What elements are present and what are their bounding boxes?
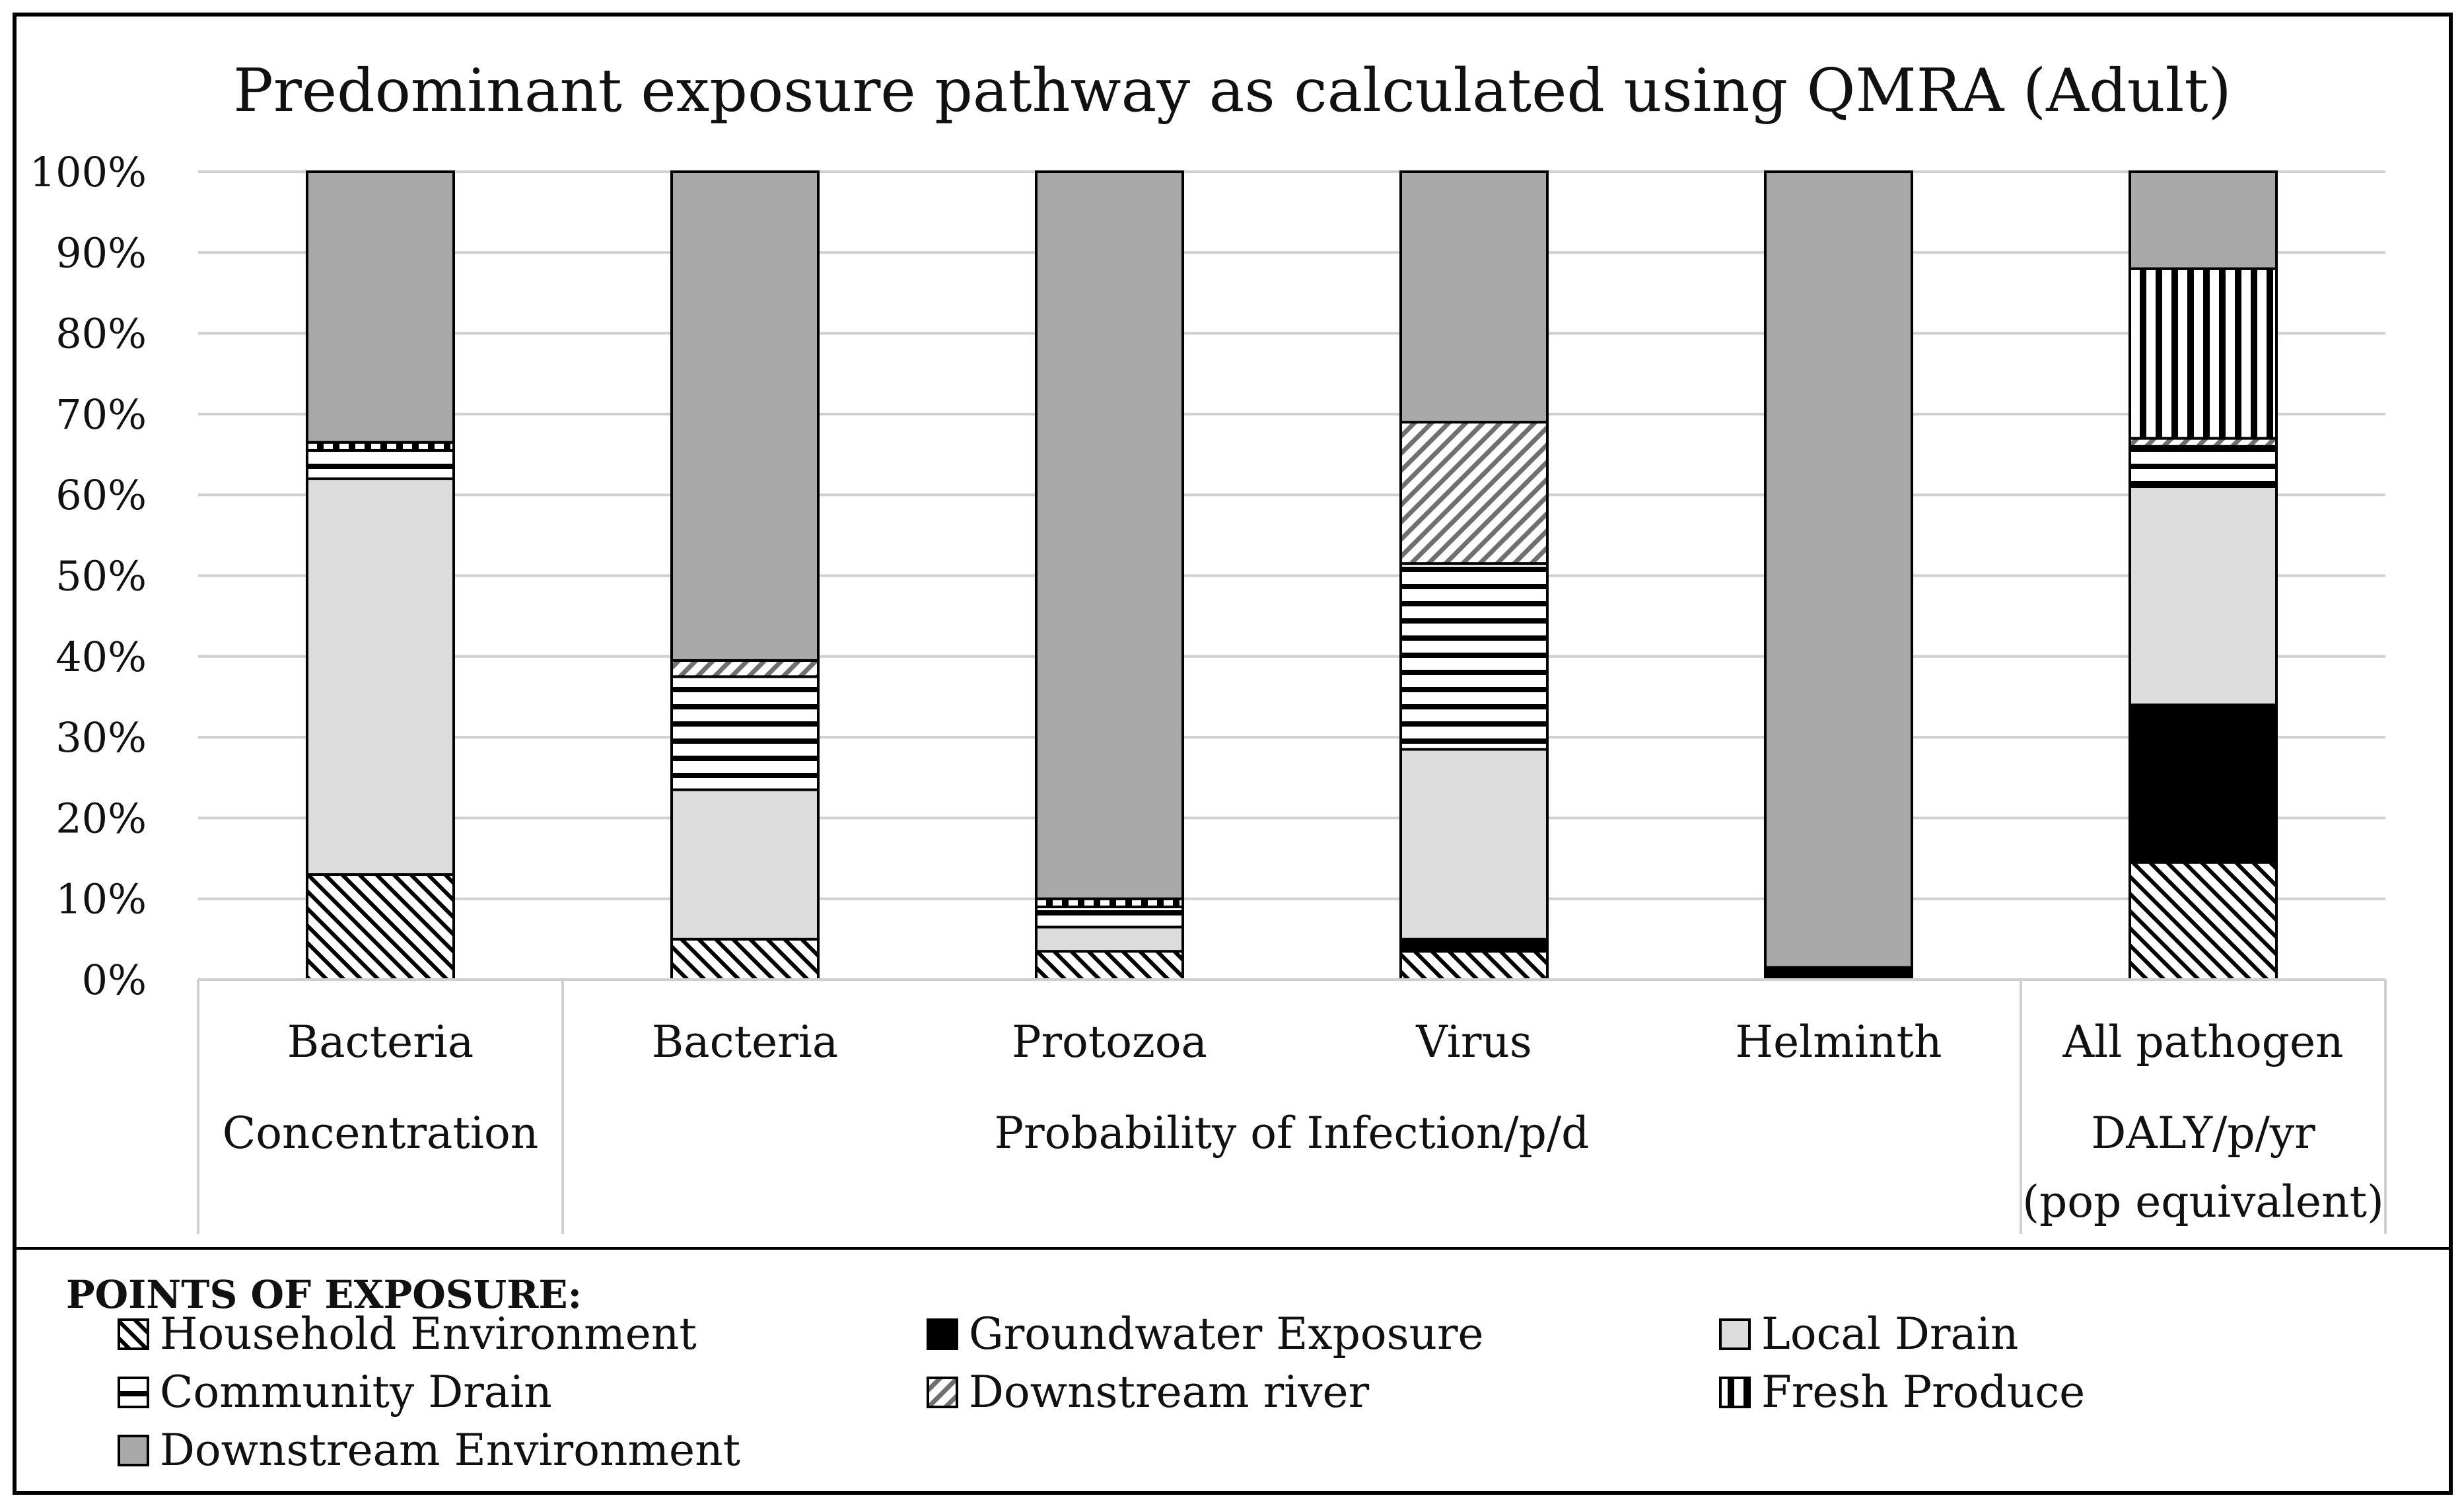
bar-segment	[2129, 861, 2278, 982]
bar-segment	[2129, 703, 2278, 864]
legend-swatch	[118, 1318, 149, 1350]
bar-segment	[2129, 445, 2278, 488]
bars	[306, 170, 2278, 982]
legend-item: Groundwater Exposure	[927, 1309, 1484, 1359]
bar-segment	[306, 477, 455, 877]
x-axis: Bacteria Bacteria Protozoa Virus Helminth All…	[197, 978, 2387, 1234]
x-group-label: DALY/p/yr	[2091, 1108, 2315, 1159]
bar-segment	[670, 170, 820, 662]
y-tick-label: 80%	[55, 310, 147, 358]
bar-segment	[306, 449, 455, 480]
legend-item: Local Drain	[1719, 1309, 2018, 1359]
y-tick-label: 100%	[30, 148, 147, 196]
bar-segment	[1399, 937, 1549, 953]
x-group-sublabel: (pop equivalent)	[2022, 1176, 2383, 1227]
y-axis-tick-labels: 0% 10% 20% 30% 40% 50% 60% 70% 80% 90% 100%	[30, 148, 147, 1004]
y-tick-label: 50%	[55, 552, 147, 600]
bar-segment	[670, 659, 820, 678]
legend: POINTS OF EXPOSURE:Household Environment…	[66, 1272, 2085, 1476]
legend-label: Groundwater Exposure	[969, 1309, 1484, 1359]
bar-segment	[1399, 421, 1549, 565]
bar-segment	[306, 170, 455, 444]
y-tick-label: 40%	[55, 633, 147, 681]
legend-swatch	[927, 1377, 958, 1408]
bar-segment	[2129, 485, 2278, 707]
y-tick-label: 0%	[82, 956, 147, 1004]
legend-item: Community Drain	[118, 1367, 552, 1418]
y-tick-label: 10%	[55, 875, 147, 923]
legend-label: Local Drain	[1761, 1309, 2018, 1359]
legend-label: Household Environment	[160, 1309, 697, 1359]
chart-title: Predominant exposure pathway as calculat…	[233, 56, 2231, 126]
bar-segment	[1764, 170, 1913, 969]
x-group-label: Probability of Infection/p/d	[995, 1108, 1590, 1159]
bar-stack	[306, 170, 455, 982]
bar-segment	[670, 788, 820, 941]
y-tick-label: 30%	[55, 713, 147, 762]
bar-segment	[1035, 925, 1184, 953]
x-category-label: Bacteria	[287, 1017, 474, 1067]
bar-segment	[1764, 966, 1913, 982]
legend-swatch	[1719, 1318, 1751, 1350]
x-group-label: Concentration	[223, 1108, 539, 1159]
x-category-label: Protozoa	[1012, 1017, 1207, 1067]
bar-segment	[670, 675, 820, 791]
legend-label: Fresh Produce	[1761, 1367, 2085, 1418]
legend-label: Community Drain	[160, 1367, 552, 1418]
bar-segment	[1399, 748, 1549, 941]
bar-segment	[1399, 170, 1549, 424]
bar-stack	[2129, 170, 2278, 982]
y-tick-label: 60%	[55, 471, 147, 519]
bar-stack	[670, 170, 820, 981]
bar-segment	[2129, 170, 2278, 270]
bar-segment	[1035, 950, 1184, 981]
legend-label: Downstream Environment	[160, 1425, 740, 1476]
bar-stack	[1035, 170, 1184, 981]
bar-segment	[306, 873, 455, 982]
legend-item: Fresh Produce	[1719, 1367, 2085, 1418]
legend-swatch	[1719, 1377, 1751, 1408]
x-category-label: Helminth	[1736, 1017, 1942, 1067]
y-tick-label: 70%	[55, 390, 147, 439]
x-category-label: Bacteria	[652, 1017, 838, 1067]
bar-segment	[2129, 267, 2278, 440]
y-tick-label: 90%	[55, 229, 147, 277]
legend-item: Downstream Environment	[118, 1425, 740, 1476]
y-tick-label: 20%	[55, 794, 147, 842]
legend-label: Downstream river	[969, 1367, 1370, 1418]
legend-swatch	[118, 1435, 149, 1466]
legend-item: Downstream river	[927, 1367, 1370, 1418]
legend-swatch	[118, 1377, 149, 1408]
legend-item: Household Environment	[118, 1309, 697, 1359]
bar-stack	[1399, 170, 1549, 981]
bar-segment	[1035, 170, 1184, 900]
bar-stack	[1764, 170, 1913, 982]
bar-segment	[1399, 562, 1549, 751]
bar-segment	[1399, 950, 1549, 981]
legend-swatch	[927, 1318, 958, 1350]
bar-segment	[1035, 905, 1184, 929]
x-category-label: All pathogen	[2062, 1017, 2343, 1067]
x-category-label: Virus	[1415, 1017, 1532, 1067]
bar-segment	[670, 937, 820, 981]
legend-title: POINTS OF EXPOSURE:	[66, 1272, 582, 1317]
